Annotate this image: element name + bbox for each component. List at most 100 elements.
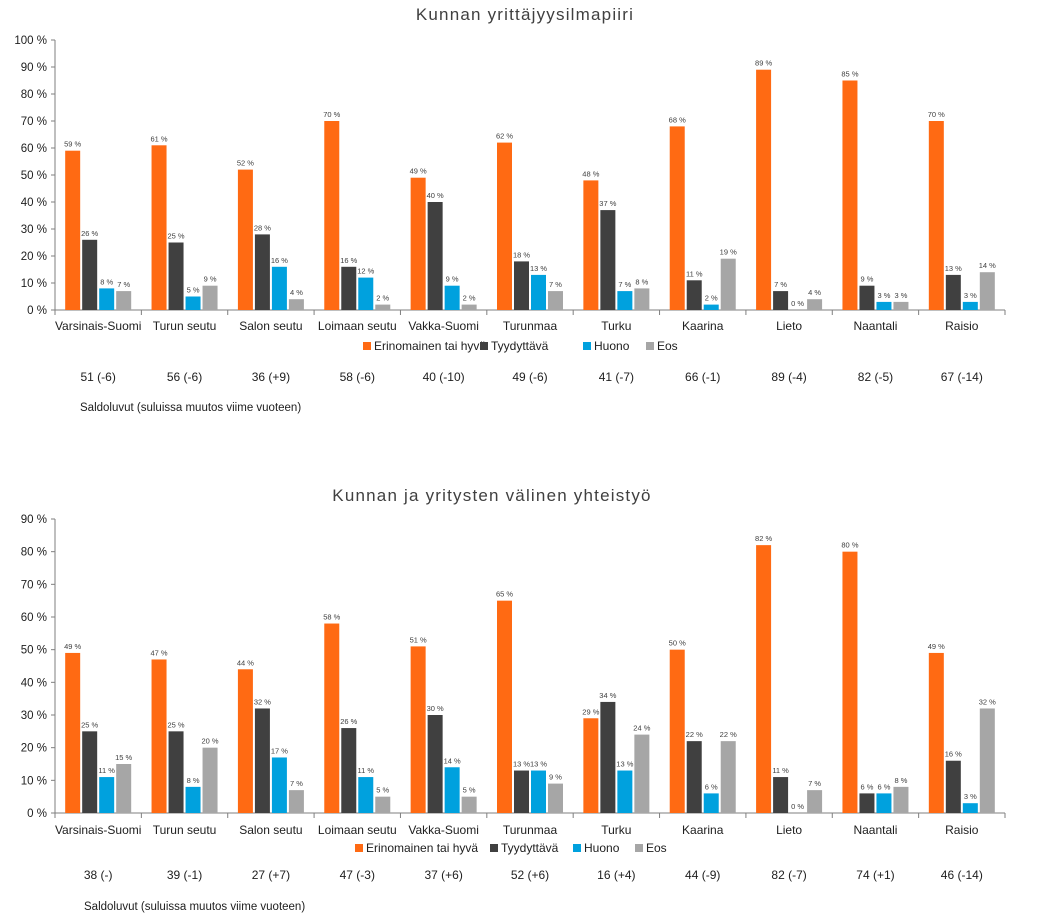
chart-2-data-label: 6 % — [705, 782, 718, 791]
chart-2-bar — [358, 777, 374, 813]
chart-1-bar — [617, 291, 633, 310]
chart-2-saldo-value: 46 (-14) — [941, 868, 983, 882]
chart-2-y-tick-label: 80 % — [21, 547, 47, 559]
chart-2-bar — [185, 786, 201, 813]
chart-1-bar — [324, 121, 340, 310]
chart-2-plot: 0 % 10 % 20 % 30 % 40 % 50 % 60 % 70 % 80 % 90 % 4… — [21, 514, 1006, 882]
chart-2-data-label: 3 % — [964, 792, 977, 801]
chart-2-saldo-value: 39 (-1) — [167, 868, 202, 882]
chart-2-bar — [962, 803, 978, 813]
chart-2-data-label: 7 % — [290, 779, 303, 788]
chart-2-legend-label: Huono — [584, 841, 620, 855]
chart-1-data-label: 9 % — [446, 275, 459, 284]
chart-1-saldo-value: 36 (+9) — [252, 370, 290, 384]
chart-1-plot: 0 % 10 % 20 % 30 % 40 % 50 % 60 % 70 % 80 % 90 % 1… — [14, 35, 1006, 384]
chart-2-data-label: 47 % — [150, 648, 167, 657]
chart-2-data-label: 6 % — [877, 782, 890, 791]
chart-1-bar — [254, 234, 270, 310]
chart-2-data-label: 49 % — [928, 642, 945, 651]
chart-2-data-label: 8 % — [187, 776, 200, 785]
chart-1-data-label: 9 % — [860, 275, 873, 284]
chart-2-data-label: 13 % — [513, 760, 530, 769]
chart-2-legend-swatch — [355, 844, 363, 852]
chart-1-data-label: 68 % — [669, 115, 686, 124]
chart-1-bar — [876, 301, 892, 310]
chart-1-data-label: 11 % — [686, 269, 703, 278]
chart-1-data-label: 13 % — [530, 264, 547, 273]
chart-2-data-label: 15 % — [115, 753, 132, 762]
chart-1-y-tick-label: 40 % — [21, 197, 47, 209]
chart-1-category-label: Kaarina — [682, 319, 724, 333]
chart-1-bar — [461, 304, 477, 310]
chart-1-category-label: Turun seutu — [153, 319, 217, 333]
chart-2-title: Kunnan ja yritysten välinen yhteistyö — [332, 486, 651, 505]
chart-1-data-label: 2 % — [463, 294, 476, 303]
chart-2-bar — [341, 728, 357, 813]
chart-2-bar — [237, 669, 253, 813]
chart-1-saldo-value: 56 (-6) — [167, 370, 202, 384]
chart-1-bar — [444, 285, 460, 310]
chart-1-y-tick-label: 0 % — [27, 305, 47, 317]
chart-2-data-label: 7 % — [808, 779, 821, 788]
chart-1-legend-label: Tyydyttävä — [491, 339, 549, 353]
chart-1-legend-label: Eos — [657, 339, 678, 353]
chart-1-bar — [237, 169, 253, 310]
chart-1-saldo-value: 51 (-6) — [81, 370, 116, 384]
chart-1-data-label: 3 % — [964, 291, 977, 300]
chart-2-category-label: Vakka-Suomi — [408, 823, 478, 837]
chart-2-saldo-value: 47 (-3) — [340, 868, 375, 882]
chart-1-bar — [945, 274, 961, 310]
chart-1-data-label: 16 % — [340, 256, 357, 265]
chart-2-data-label: 32 % — [254, 697, 271, 706]
chart-1-y-tick-label: 50 % — [21, 170, 47, 182]
chart-1-bar — [928, 121, 944, 310]
chart-2-bar — [410, 646, 426, 813]
chart-1-legend-swatch — [363, 342, 371, 350]
chart-2-data-label: 65 % — [496, 590, 513, 599]
chart-2-bar — [151, 659, 167, 813]
chart-1-y-tick-label: 30 % — [21, 224, 47, 236]
chart-2-category-label: Loimaan seutu — [318, 823, 397, 837]
chart-2-bar — [497, 600, 512, 813]
chart-2-bar — [686, 741, 702, 813]
chart-1-data-label: 89 % — [755, 59, 772, 68]
chart-2-saldo-value: 74 (+1) — [856, 868, 894, 882]
chart-1-data-label: 48 % — [582, 169, 599, 178]
chart-1-bar — [634, 288, 650, 310]
chart-1-data-label: 18 % — [513, 250, 530, 259]
chart-1-y-tick-label: 60 % — [21, 143, 47, 155]
chart-1-data-label: 4 % — [808, 288, 821, 297]
chart-1-bar — [686, 280, 702, 310]
chart-2-data-label: 51 % — [410, 635, 427, 644]
chart-2-bar — [288, 790, 304, 813]
chart-1-saldo-note: Saldoluvut (suluissa muutos viime vuotee… — [80, 402, 301, 414]
chart-1-data-label: 12 % — [357, 267, 374, 276]
chart-2-category-label: Turunmaa — [503, 823, 558, 837]
chart-1-bar — [720, 258, 736, 310]
chart-1-data-label: 3 % — [894, 291, 907, 300]
chart-1-data-label: 3 % — [877, 291, 890, 300]
chart-1-data-label: 61 % — [150, 134, 167, 143]
chart-2-bar — [893, 786, 909, 813]
chart-1-category-label: Vakka-Suomi — [408, 319, 478, 333]
chart-2-category-label: Turku — [601, 823, 631, 837]
chart-1-data-label: 52 % — [237, 159, 254, 168]
chart-1-y-tick-label: 10 % — [21, 278, 47, 290]
chart-1-bar — [979, 272, 995, 310]
chart-1-category-label: Loimaan seutu — [318, 319, 397, 333]
chart-1-bar — [375, 304, 391, 310]
chart-1-category-label: Varsinais-Suomi — [55, 319, 141, 333]
chart-2-bar — [859, 793, 875, 813]
chart-1-saldo-value: 41 (-7) — [599, 370, 634, 384]
chart-1-bar — [756, 69, 772, 310]
chart-1-category-label: Naantali — [853, 319, 897, 333]
chart-1-data-label: 40 % — [427, 191, 444, 200]
chart-2-saldo-value: 37 (+6) — [424, 868, 462, 882]
chart-2-data-label: 24 % — [633, 724, 650, 733]
chart-2-bar — [583, 718, 599, 813]
chart-2-bar — [324, 623, 340, 813]
chart-2-legend-swatch — [573, 844, 581, 852]
chart-1-data-label: 25 % — [167, 232, 184, 241]
